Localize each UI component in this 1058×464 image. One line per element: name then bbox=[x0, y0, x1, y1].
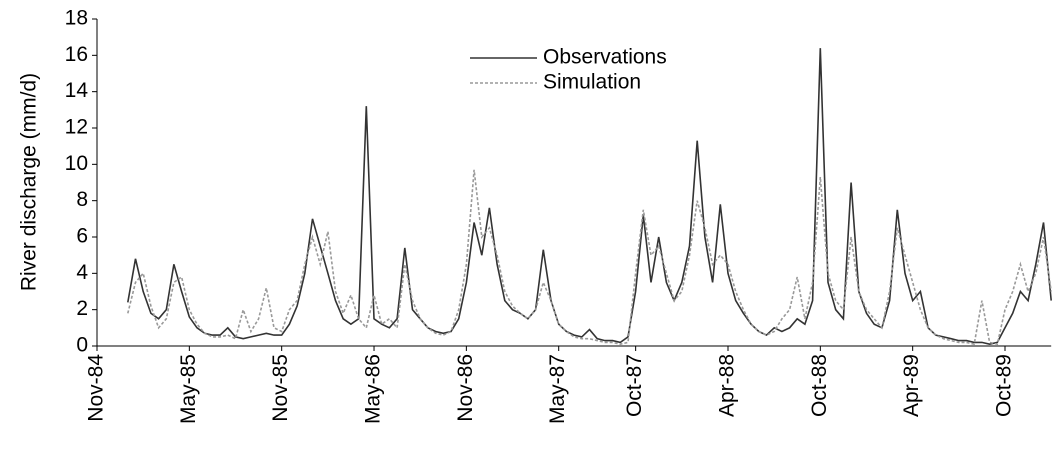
y-tick-label: 10 bbox=[65, 152, 88, 175]
y-tick-label: 2 bbox=[76, 297, 88, 320]
x-tick-label: Oct-88 bbox=[808, 354, 831, 417]
x-tick-label: Oct-89 bbox=[993, 354, 1016, 417]
y-tick-label: 6 bbox=[76, 225, 88, 248]
legend-label: Observations bbox=[543, 46, 667, 69]
y-tick-label: 4 bbox=[76, 261, 88, 284]
y-tick-label: 0 bbox=[76, 334, 88, 357]
x-tick-label: May-85 bbox=[177, 354, 200, 424]
x-tick-label: Nov-84 bbox=[85, 354, 108, 422]
y-axis-label: River discharge (mm/d) bbox=[18, 73, 41, 291]
x-tick-label: May-86 bbox=[362, 354, 385, 424]
x-tick-label: Nov-86 bbox=[454, 354, 477, 422]
x-tick-label: Nov-85 bbox=[269, 354, 292, 422]
x-tick-label: Apr-88 bbox=[716, 354, 739, 417]
y-tick-label: 18 bbox=[65, 7, 88, 30]
legend-label: Simulation bbox=[543, 71, 641, 94]
series-line bbox=[127, 169, 1052, 346]
x-tick-label: Apr-89 bbox=[900, 354, 923, 417]
y-tick-label: 12 bbox=[65, 116, 88, 139]
x-tick-label: Oct-87 bbox=[623, 354, 646, 417]
x-tick-label: May-87 bbox=[546, 354, 569, 424]
series-line bbox=[127, 48, 1052, 346]
y-tick-label: 8 bbox=[76, 188, 88, 211]
y-tick-label: 16 bbox=[65, 43, 88, 66]
y-tick-label: 14 bbox=[65, 79, 89, 102]
